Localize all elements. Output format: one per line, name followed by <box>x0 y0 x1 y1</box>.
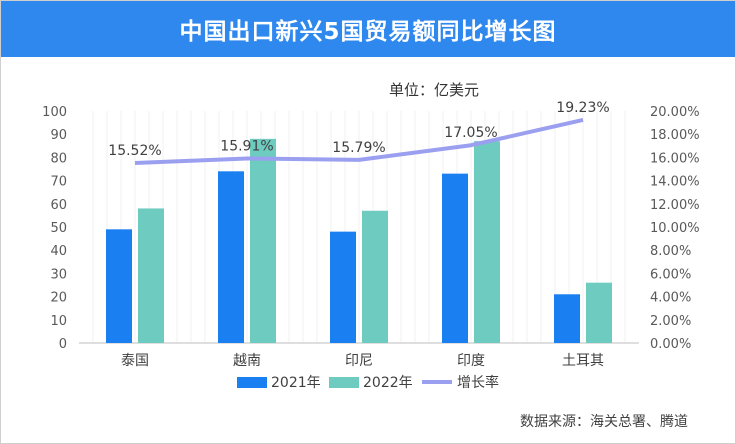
left-tick-label: 80 <box>50 151 67 166</box>
unit-label: 单位：亿美元 <box>389 81 479 99</box>
growth-line <box>134 117 584 165</box>
legend-label-2021: 2021年 <box>271 375 321 391</box>
category-label: 泰国 <box>121 353 149 369</box>
category-label: 印尼 <box>345 353 373 369</box>
left-tick-label: 60 <box>50 198 67 213</box>
right-tick-label: 18.00% <box>650 128 700 143</box>
left-tick-label: 40 <box>50 244 67 259</box>
bar-2022 <box>586 282 612 343</box>
category-label: 土耳其 <box>562 353 604 369</box>
bar-2021 <box>554 294 580 343</box>
right-tick-label: 2.00% <box>650 314 691 329</box>
bar-2022 <box>474 141 500 343</box>
legend-swatch-2021 <box>237 377 267 388</box>
bar-2021 <box>442 173 468 343</box>
category-label: 越南 <box>233 353 261 369</box>
right-axis: 0.00% 2.00% 4.00% 6.00% 8.00% 10.00% 12.00% 14.… <box>650 105 700 352</box>
right-tick-label: 20.00% <box>650 105 700 120</box>
legend-label-2022: 2022年 <box>363 375 413 391</box>
growth-data-label: 15.52% <box>108 143 161 159</box>
left-tick-label: 70 <box>50 175 67 190</box>
right-tick-label: 6.00% <box>650 267 691 282</box>
legend-label-growth: 增长率 <box>457 374 499 391</box>
left-tick-label: 100 <box>42 105 67 120</box>
bar-2021 <box>106 229 132 343</box>
left-tick-label: 90 <box>50 128 67 143</box>
left-tick-label: 0 <box>59 337 67 352</box>
growth-data-label: 15.79% <box>332 140 385 156</box>
growth-data-label: 19.23% <box>556 100 609 116</box>
right-tick-label: 16.00% <box>650 151 700 166</box>
left-tick-label: 20 <box>50 291 67 306</box>
growth-data-label: 17.05% <box>444 125 497 141</box>
right-tick-label: 14.00% <box>650 175 700 190</box>
right-tick-label: 0.00% <box>650 337 691 352</box>
legend-swatch-2022 <box>329 377 359 388</box>
bar-2022 <box>138 208 164 343</box>
bars-group <box>106 138 612 343</box>
category-labels: 泰国 越南 印尼 印度 土耳其 <box>121 353 604 369</box>
growth-line-group: 15.52% 15.91% 15.79% 17.05% 19.23% <box>108 100 610 165</box>
source-note: 数据来源：海关总署、腾道 <box>520 413 688 430</box>
bar-2021 <box>330 231 356 343</box>
left-tick-label: 10 <box>50 314 67 329</box>
legend: 2021年 2022年 增长率 <box>237 374 499 391</box>
category-label: 印度 <box>457 353 485 369</box>
right-tick-label: 8.00% <box>650 244 691 259</box>
bar-2022 <box>362 210 388 343</box>
right-tick-label: 12.00% <box>650 198 700 213</box>
title-banner: 中国出口新兴5国贸易额同比增长图 <box>1 1 735 57</box>
bar-2021 <box>218 171 244 343</box>
left-tick-label: 30 <box>50 267 67 282</box>
left-tick-label: 50 <box>50 221 67 236</box>
left-axis: 0 10 20 30 40 50 60 70 80 90 100 <box>42 105 67 352</box>
right-tick-label: 10.00% <box>650 221 700 236</box>
chart-title: 中国出口新兴5国贸易额同比增长图 <box>179 19 557 45</box>
right-tick-label: 4.00% <box>650 291 691 306</box>
bar-2022 <box>250 138 276 343</box>
growth-data-label: 15.91% <box>220 138 273 154</box>
